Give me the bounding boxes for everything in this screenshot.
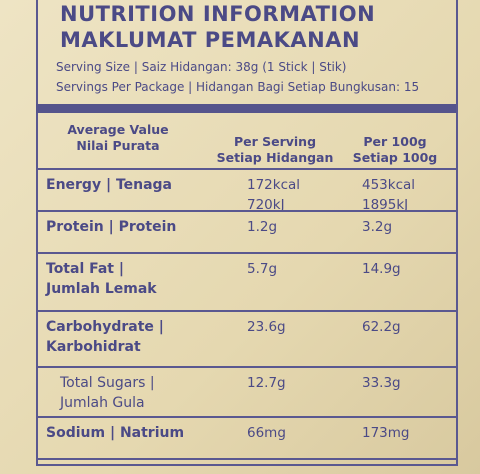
row-rule — [36, 168, 456, 170]
row-value: 172kcal — [247, 177, 301, 193]
column-header: Per 100g — [363, 134, 427, 149]
column-header: Nilai Purata — [76, 138, 160, 153]
row-label: Energy | Tenaga — [46, 177, 173, 193]
row-value: 3.2g — [362, 219, 393, 235]
row-value: 173mg — [362, 425, 410, 441]
column-header: Per Serving — [233, 134, 317, 149]
row-rule — [36, 310, 456, 312]
row-rule — [36, 416, 456, 418]
row-label: Jumlah Gula — [60, 395, 145, 411]
row-rule — [36, 366, 456, 368]
serving-size: Serving Size | Saiz Hidangan: 38g (1 Sti… — [56, 60, 347, 74]
title-translation: MAKLUMAT PEMAKANAN — [60, 28, 361, 52]
row-rule — [36, 252, 456, 254]
row-value: 23.6g — [247, 319, 286, 335]
row-label: Jumlah Lemak — [46, 281, 157, 297]
row-value: 453kcal — [362, 177, 416, 193]
row-value: 66mg — [247, 425, 286, 441]
row-label: Total Fat | — [46, 261, 124, 277]
row-value: 12.7g — [247, 375, 286, 391]
row-value: 14.9g — [362, 261, 401, 277]
header-bar — [36, 104, 456, 113]
row-value: 1.2g — [247, 219, 278, 235]
row-label: Karbohidrat — [46, 339, 141, 355]
row-value: 1895kJ — [362, 197, 409, 213]
column-header: Average Value — [67, 122, 169, 137]
row-value: 720kJ — [247, 197, 285, 213]
row-label: Protein | Protein — [46, 219, 177, 235]
servings-per-package: Servings Per Package | Hidangan Bagi Set… — [56, 80, 420, 94]
title: NUTRITION INFORMATION — [60, 2, 376, 26]
row-rule — [36, 210, 456, 212]
row-value: 5.7g — [247, 261, 278, 277]
row-value: 33.3g — [362, 375, 401, 391]
row-label: Carbohydrate | — [46, 319, 164, 335]
column-header: Setiap 100g — [352, 150, 438, 165]
column-header: Setiap Hidangan — [216, 150, 334, 165]
row-rule — [36, 458, 456, 460]
border — [36, 113, 38, 462]
row-value: 62.2g — [362, 319, 401, 335]
row-label: Sodium | Natrium — [46, 425, 185, 441]
row-label: Total Sugars | — [60, 375, 155, 391]
